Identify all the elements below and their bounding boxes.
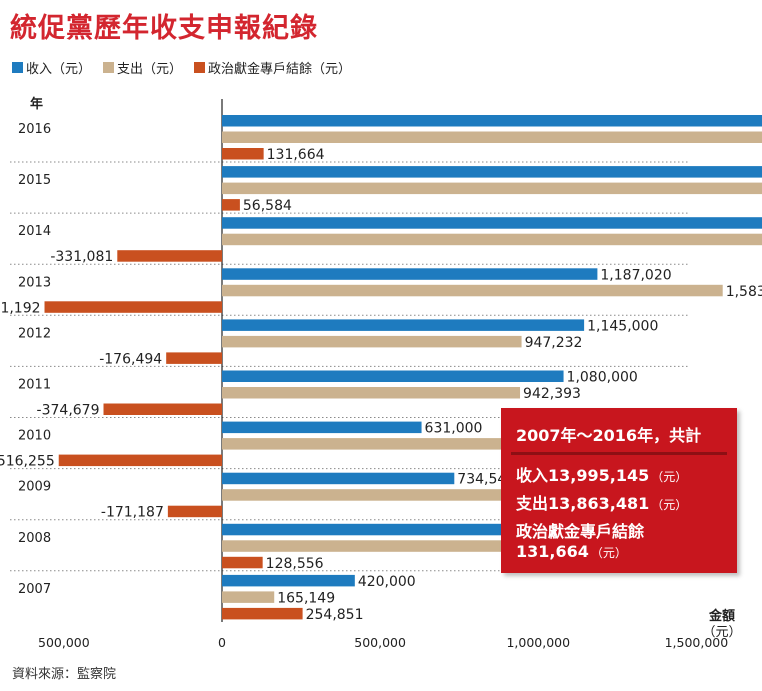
value-label-income-2011: 1,080,000 [567,370,638,386]
bar-expense-2013 [222,284,723,297]
legend-item-account: 政治獻金專戶結餘（元） [194,58,351,77]
legend-swatch-income [12,62,23,73]
bar-income-2014 [222,217,762,229]
year-label: 2016 [18,122,51,137]
legend-label-account: 政治獻金專戶結餘（元） [208,62,352,77]
summary-account-unit: （元） [590,546,627,560]
value-label-expense-2007: 165,149 [277,590,335,606]
bar-account-2016 [222,148,264,160]
year-label: 2011 [18,378,51,393]
bar-expense-2015 [222,182,762,195]
value-label-income-2007: 420,000 [358,574,416,590]
summary-box: 2007年～2016年，共計 收入13,995,145 （元） 支出13,863,… [501,408,737,573]
summary-expense: 支出13,863,481 [516,494,650,513]
year-label: 2013 [18,275,51,290]
bar-income-2015 [222,166,762,178]
bar-account-2012 [166,352,222,364]
value-label-income-2010: 631,000 [425,421,483,437]
x-tick-label: 0 [218,635,226,650]
x-tick-label: 500,000 [354,635,406,650]
bar-income-2010 [222,421,422,434]
value-label-account-2007: 254,851 [306,607,364,623]
chart-title: 統促黨歷年收支申報紀錄 [10,13,318,44]
x-axis-unit: （元） [702,625,741,640]
summary-expense-unit: （元） [651,498,688,512]
year-label: 2007 [18,582,51,597]
bar-account-2009 [167,505,222,518]
summary-income-line: 收入13,995,145 （元） [516,462,687,486]
summary-heading: 2007年～2016年，共計 [516,426,702,445]
x-axis-label: 金額 [708,608,735,624]
value-label-expense-2011: 942,393 [523,386,581,402]
bar-account-2014 [117,250,222,262]
value-label-account-2013: -561,192 [0,300,41,316]
bar-expense-2008 [222,540,581,552]
summary-income-unit: （元） [651,470,688,484]
bar-income-2016 [222,115,762,127]
value-label-account-2011: -374,679 [37,403,100,419]
year-label: 2008 [18,531,51,546]
summary-income: 收入13,995,145 [516,466,650,485]
y-axis-label: 年 [30,96,43,112]
value-label-account-2009: -171,187 [101,505,164,521]
legend-swatch-expense [103,62,115,73]
bar-account-2015 [222,199,240,211]
bar-account-2013 [44,301,222,313]
x-tick-label: 1,500,000 [665,635,729,650]
source-note: 資料來源：監察院 [12,667,117,682]
legend-item-expense: 支出（元） [103,58,182,77]
year-label: 2009 [18,480,51,495]
year-label: 2014 [18,224,51,239]
bar-account-2010 [58,454,222,467]
legend-item-income: 收入（元） [12,58,91,77]
value-label-expense-2013: 1,583,224 [726,284,762,300]
bar-income-2007 [222,574,355,587]
bar-expense-2012 [222,335,522,348]
year-label: 2010 [18,429,51,444]
bar-income-2011 [222,370,564,382]
bar-account-2011 [103,403,222,415]
value-label-income-2012: 1,145,000 [587,318,658,334]
value-label-account-2010: -516,255 [0,454,55,470]
summary-account-line: 131,664 （元） [516,542,627,561]
legend: 收入（元） 支出（元） 政治獻金專戶結餘（元） [12,58,363,77]
value-label-account-2014: -331,081 [50,249,113,265]
summary-account-value: 131,664 [516,542,589,561]
summary-expense-line: 支出13,863,481 （元） [516,490,687,514]
value-label-account-2008: 128,556 [266,556,324,572]
x-tick-label: 1,000,000 [506,635,570,650]
bar-income-2009 [222,472,455,485]
bar-income-2013 [222,268,598,280]
bar-account-2008 [222,556,263,569]
bar-income-2008 [222,523,541,536]
value-label-income-2013: 1,187,020 [600,267,671,283]
x-tick-label: 500,000 [38,635,90,650]
legend-label-expense: 支出（元） [117,62,183,77]
value-label-expense-2012: 947,232 [525,335,583,351]
bar-expense-2007 [222,591,275,603]
bar-expense-2011 [222,387,521,399]
value-label-account-2016: 131,664 [267,147,325,163]
legend-swatch-account [194,62,206,73]
value-label-account-2015: 56,584 [243,198,292,214]
year-label: 2015 [18,173,51,188]
bar-account-2007 [222,607,303,620]
legend-label-income: 收入（元） [26,62,92,77]
bar-expense-2014 [222,233,762,246]
bar-expense-2010 [222,438,530,450]
summary-account-label: 政治獻金專戶結餘 [516,522,645,541]
bar-income-2012 [222,319,585,331]
value-label-account-2012: -176,494 [99,351,162,367]
bar-expense-2009 [222,489,551,501]
bar-expense-2016 [222,131,762,143]
value-label-income-2009: 734,540 [457,472,515,488]
year-label: 2012 [18,326,51,341]
summary-divider [511,452,727,455]
